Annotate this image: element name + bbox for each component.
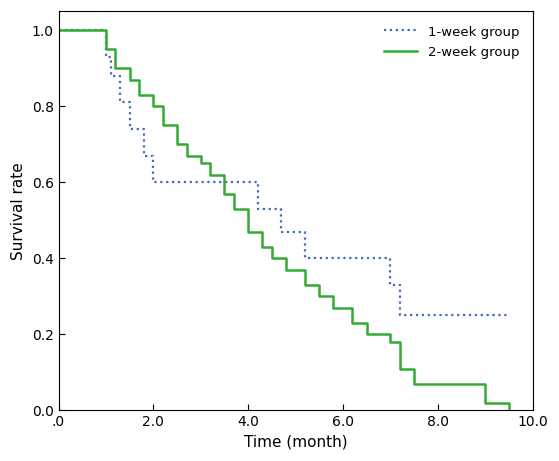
1-week group xyxy=(254,179,261,185)
2-week group xyxy=(302,282,309,288)
1-week group xyxy=(117,73,124,78)
1-week group xyxy=(150,179,157,185)
1-week group xyxy=(150,153,157,159)
1-week group xyxy=(102,27,109,33)
1-week group xyxy=(302,229,309,235)
1-week group xyxy=(505,313,512,318)
1-week group xyxy=(107,73,114,78)
Legend: 1-week group, 2-week group: 1-week group, 2-week group xyxy=(378,18,526,66)
1-week group xyxy=(117,100,124,105)
1-week group xyxy=(396,282,403,288)
2-week group xyxy=(207,172,214,177)
1-week group xyxy=(107,54,114,59)
Y-axis label: Survival rate: Survival rate xyxy=(11,162,26,260)
1-week group xyxy=(396,313,403,318)
1-week group xyxy=(302,255,309,261)
1-week group xyxy=(254,206,261,212)
1-week group xyxy=(140,153,147,159)
2-week group xyxy=(505,408,512,413)
1-week group xyxy=(505,313,512,318)
1-week group xyxy=(126,100,133,105)
2-week group xyxy=(316,294,323,299)
2-week group xyxy=(283,255,290,261)
1-week group xyxy=(102,54,109,59)
1-week group xyxy=(387,255,394,261)
Line: 1-week group: 1-week group xyxy=(59,30,509,315)
1-week group xyxy=(126,126,133,132)
1-week group xyxy=(278,206,285,212)
1-week group xyxy=(140,126,147,132)
1-week group xyxy=(505,313,512,318)
1-week group xyxy=(55,27,62,33)
1-week group xyxy=(387,282,394,288)
2-week group xyxy=(505,408,512,413)
1-week group xyxy=(278,229,285,235)
2-week group xyxy=(102,27,109,33)
X-axis label: Time (month): Time (month) xyxy=(244,435,347,450)
2-week group xyxy=(363,331,370,337)
2-week group xyxy=(55,27,62,33)
Line: 2-week group: 2-week group xyxy=(59,30,509,410)
